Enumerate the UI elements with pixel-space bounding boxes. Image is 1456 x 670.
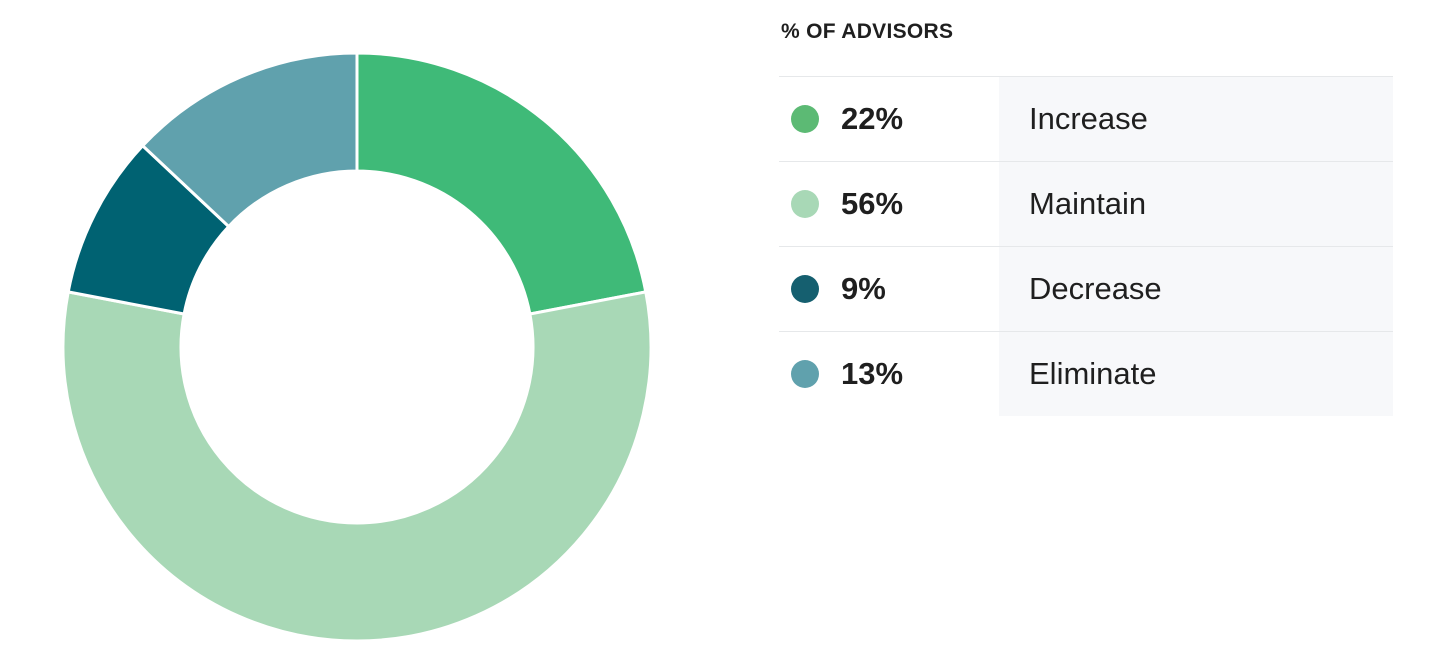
legend-row-decrease: 9% Decrease [779,247,1393,332]
slice-eliminate [140,51,359,229]
legend-value-eliminate: 13% [841,356,904,391]
legend-row-eliminate: 13% Eliminate [779,332,1393,416]
legend-value-decrease: 9% [841,271,886,306]
legend-swatch-maintain [791,190,819,218]
legend-swatch-decrease [791,275,819,303]
legend-swatch-increase [791,105,819,133]
legend-label-eliminate: Eliminate [999,332,1393,416]
slice-maintain [61,290,653,643]
legend-label-increase: Increase [999,77,1393,161]
legend-table: 22% Increase 56% Maintain 9% Decrease 13… [779,76,1393,416]
legend-label-maintain: Maintain [999,162,1393,246]
donut-chart [61,51,653,643]
legend-title: % OF ADVISORS [781,20,954,43]
legend-swatch-eliminate [791,360,819,388]
legend-row-increase: 22% Increase [779,77,1393,162]
legend-value-increase: 22% [841,101,904,136]
legend-row-maintain: 56% Maintain [779,162,1393,247]
legend-value-maintain: 56% [841,186,904,221]
legend-label-decrease: Decrease [999,247,1393,331]
slice-increase [355,51,648,316]
legend: % OF ADVISORS 22% Increase 56% Maintain … [779,14,1393,416]
